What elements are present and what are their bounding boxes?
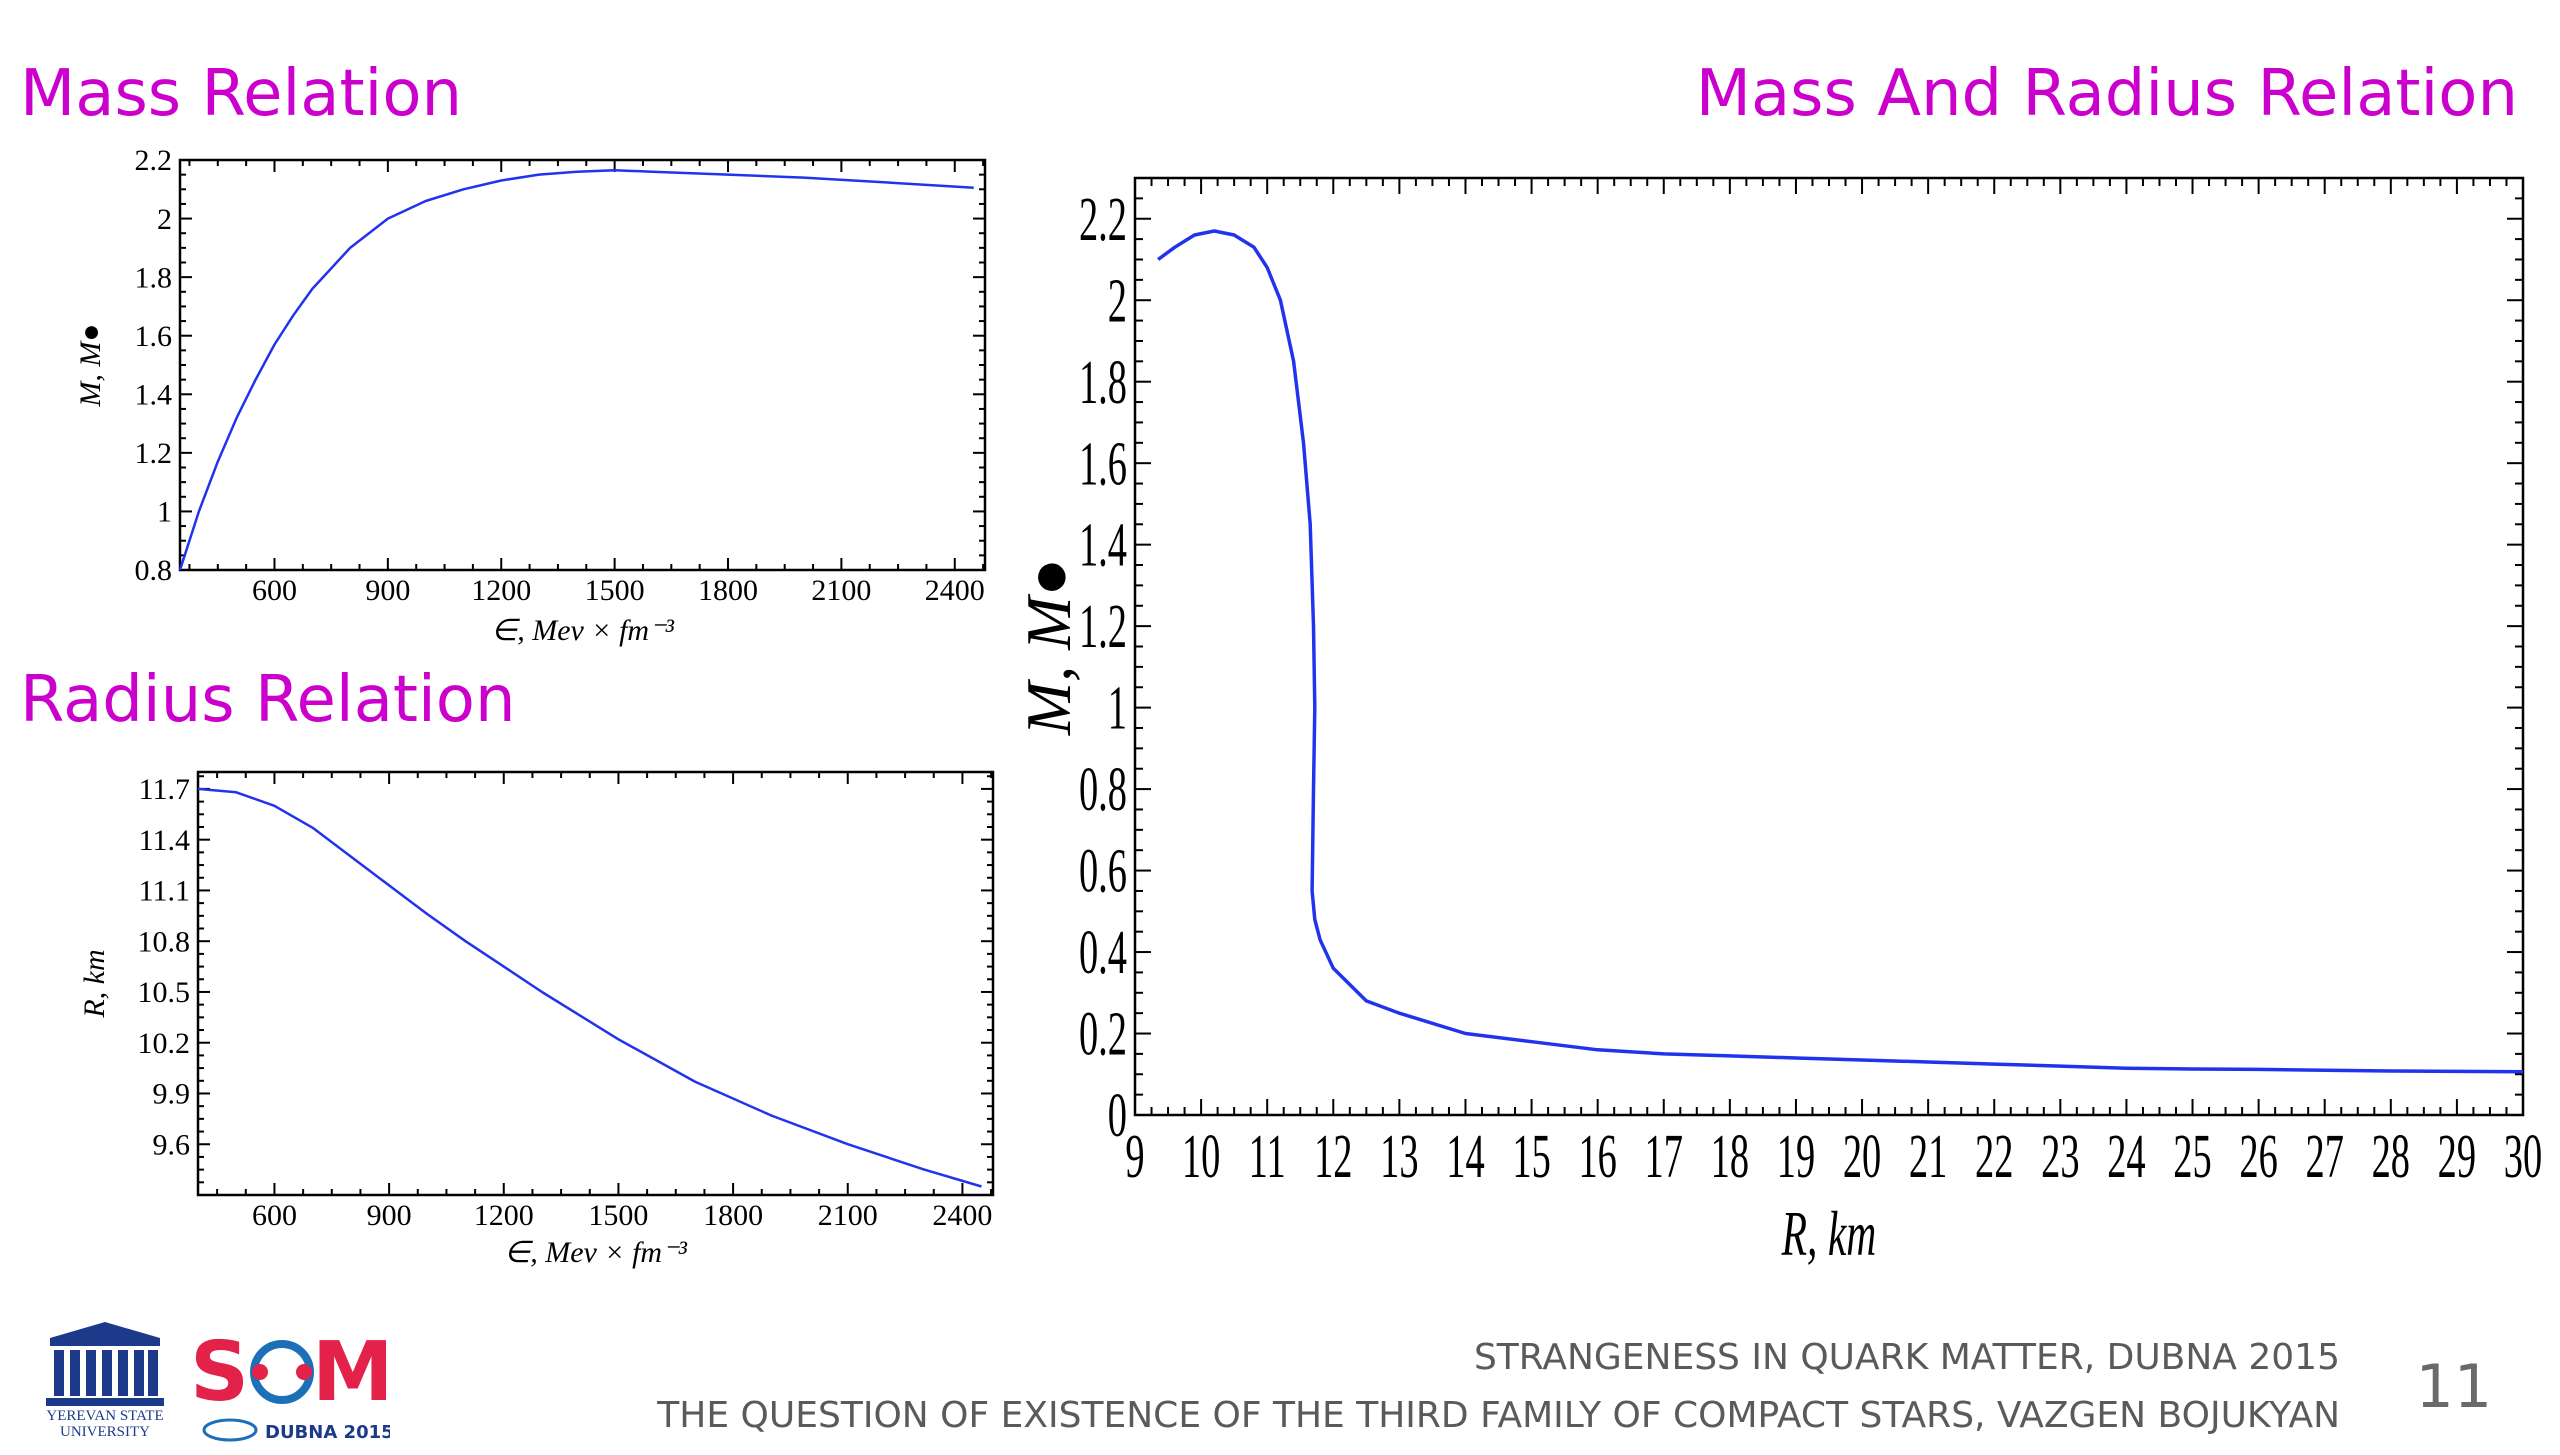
svg-text:DUBNA 2015: DUBNA 2015 <box>265 1422 390 1443</box>
y-tick-label: 9.9 <box>153 1078 191 1111</box>
x-tick-label: 16 <box>1578 1123 1616 1192</box>
plot-frame <box>196 770 995 1197</box>
x-tick-label: 20 <box>1843 1123 1881 1192</box>
y-axis-title: M, M● <box>1013 558 1084 736</box>
x-tick-label: 28 <box>2372 1123 2410 1192</box>
x-tick-label: 9 <box>1125 1123 1144 1192</box>
x-tick-label: 900 <box>367 1199 412 1232</box>
page-number: 11 <box>2415 1352 2492 1422</box>
y-tick-label: 11.4 <box>139 824 190 857</box>
x-tick-label: 10 <box>1182 1123 1220 1192</box>
x-axis-title: ∈, Mev × fm⁻³ <box>504 1236 688 1269</box>
x-tick-label: 18 <box>1711 1123 1749 1192</box>
x-tick-label: 15 <box>1512 1123 1550 1192</box>
series-line <box>197 787 982 1188</box>
y-tick-label: 1 <box>1108 675 1127 744</box>
footer-title: THE QUESTION OF EXISTENCE OF THE THIRD F… <box>657 1395 2340 1436</box>
plot-frame <box>1133 176 2525 1117</box>
mass-relation-heading: Mass Relation <box>20 57 463 131</box>
y-tick-label: 1.2 <box>1079 593 1127 662</box>
y-tick-label: 1.2 <box>135 437 173 470</box>
x-tick-label: 17 <box>1645 1123 1683 1192</box>
x-tick-label: 1800 <box>698 574 758 607</box>
y-tick-label: 1.6 <box>135 320 173 353</box>
y-tick-label: 1 <box>157 496 172 529</box>
y-tick-label: 10.8 <box>138 925 191 958</box>
mass-radius-relation-heading: Mass And Radius Relation <box>1695 57 2518 131</box>
svg-text:M: M <box>312 1325 390 1420</box>
x-tick-label: 30 <box>2504 1123 2542 1192</box>
y-tick-label: 0 <box>1108 1082 1127 1151</box>
footer-conference: STRANGENESS IN QUARK MATTER, DUBNA 2015 <box>1473 1337 2340 1378</box>
y-tick-label: 0.6 <box>1079 838 1127 907</box>
y-tick-label: 0.8 <box>1079 756 1127 825</box>
y-tick-label: 1.4 <box>135 378 173 411</box>
svg-text:S: S <box>190 1325 249 1420</box>
x-tick-label: 27 <box>2305 1123 2343 1192</box>
y-tick-label: 0.2 <box>1079 1001 1127 1070</box>
x-tick-label: 1200 <box>474 1199 534 1232</box>
y-tick-label: 2.2 <box>1079 186 1127 255</box>
x-tick-label: 2400 <box>925 574 985 607</box>
x-tick-label: 1800 <box>703 1199 763 1232</box>
x-tick-label: 2100 <box>811 574 871 607</box>
y-tick-label: 2 <box>1108 267 1127 336</box>
x-tick-label: 21 <box>1909 1123 1947 1192</box>
y-tick-label: 0.8 <box>135 554 173 587</box>
y-tick-label: 11.7 <box>139 773 190 806</box>
x-tick-label: 19 <box>1777 1123 1815 1192</box>
x-axis-title: R, km <box>1781 1198 1876 1269</box>
x-tick-label: 26 <box>2239 1123 2277 1192</box>
x-tick-label: 24 <box>2107 1123 2145 1192</box>
y-tick-label: 1.6 <box>1079 430 1127 499</box>
y-tick-label: 10.5 <box>138 976 191 1009</box>
yerevan-state-university-logo: YEREVAN STATE UNIVERSITY <box>40 1320 180 1445</box>
x-tick-label: 600 <box>252 574 297 607</box>
y-tick-label: 2.2 <box>135 144 173 177</box>
y-tick-label: 9.6 <box>153 1128 191 1161</box>
y-axis-title: M, M● <box>74 323 107 407</box>
x-tick-label: 1200 <box>471 574 531 607</box>
y-tick-label: 0.4 <box>1079 919 1127 988</box>
y-tick-label: 10.2 <box>138 1027 191 1060</box>
svg-text:YEREVAN STATE: YEREVAN STATE <box>46 1408 163 1424</box>
y-tick-label: 11.1 <box>139 875 190 908</box>
y-axis-title: R, km <box>78 949 111 1018</box>
y-tick-label: 2 <box>157 203 172 236</box>
x-tick-label: 14 <box>1446 1123 1484 1192</box>
x-tick-label: 900 <box>365 574 410 607</box>
sqm-dubna-logo: S M DUBNA 2015 <box>190 1320 394 1455</box>
y-tick-label: 1.4 <box>1079 512 1127 581</box>
x-tick-label: 2100 <box>818 1199 878 1232</box>
y-tick-label: 1.8 <box>1079 349 1127 418</box>
x-tick-label: 2400 <box>932 1199 992 1232</box>
x-tick-label: 29 <box>2438 1123 2476 1192</box>
radius-relation-heading: Radius Relation <box>20 663 516 737</box>
x-tick-label: 25 <box>2173 1123 2211 1192</box>
x-tick-label: 23 <box>2041 1123 2079 1192</box>
x-tick-label: 12 <box>1314 1123 1352 1192</box>
svg-text:UNIVERSITY: UNIVERSITY <box>60 1424 150 1440</box>
series-line <box>1157 229 2524 1074</box>
x-tick-label: 11 <box>1249 1123 1286 1192</box>
x-tick-label: 1500 <box>588 1199 648 1232</box>
x-tick-label: 1500 <box>585 574 645 607</box>
x-tick-label: 600 <box>252 1199 297 1232</box>
series-line <box>178 169 974 571</box>
x-axis-title: ∈, Mev × fm⁻³ <box>491 614 675 647</box>
x-tick-label: 13 <box>1380 1123 1418 1192</box>
x-tick-label: 22 <box>1975 1123 2013 1192</box>
y-tick-label: 1.8 <box>135 261 173 294</box>
